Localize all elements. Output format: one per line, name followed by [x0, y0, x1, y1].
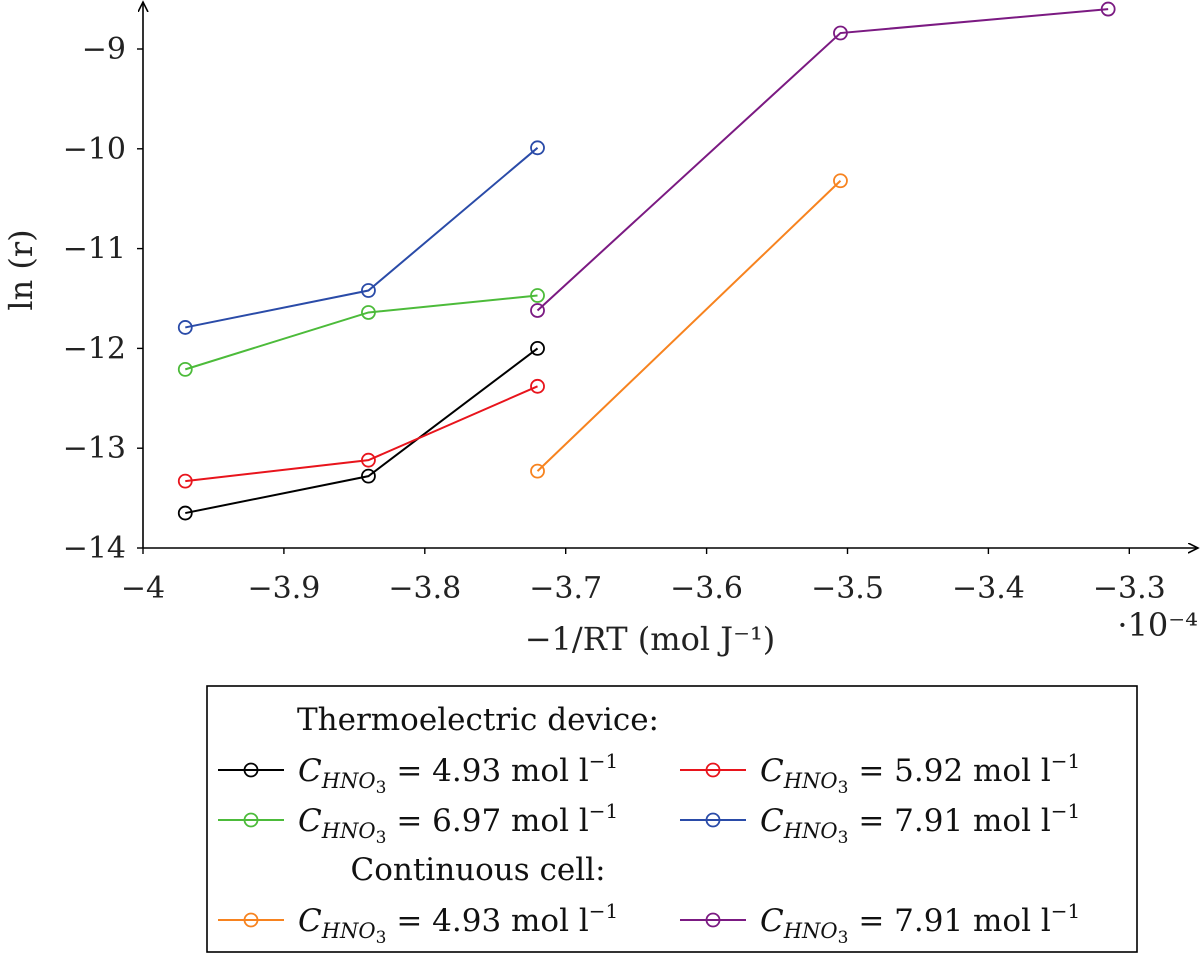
- legend-entry: CHNO3 = 6.97 mol l−1: [218, 799, 618, 848]
- legend-entry: CHNO3 = 5.92 mol l−1: [680, 749, 1080, 798]
- data-point: [530, 378, 545, 394]
- legend-marker-swatch: [243, 912, 259, 928]
- legend-group-heading: Thermoelectric device:: [297, 702, 659, 738]
- legend-marker-swatch: [243, 762, 259, 778]
- y-axis-label: ln (r): [2, 229, 40, 310]
- data-point: [177, 473, 193, 489]
- data-point: [177, 320, 193, 335]
- data-point: [530, 288, 545, 303]
- data-point: [361, 452, 376, 468]
- y-tick-label: −12: [63, 331, 126, 366]
- x-tick-label: −3.5: [811, 571, 884, 606]
- series-line: [185, 347, 539, 515]
- x-tick-label: −3.7: [529, 571, 602, 606]
- x-tick-label: −3.9: [247, 571, 320, 606]
- legend-label: CHNO3 = 7.91 mol l−1: [760, 799, 1080, 848]
- x-axis-multiplier: ·10⁻⁴: [1117, 606, 1198, 644]
- x-tick-label: −3.3: [1093, 571, 1166, 606]
- legend-label: CHNO3 = 4.93 mol l−1: [298, 899, 618, 948]
- data-point: [1100, 1, 1116, 17]
- data-point: [361, 468, 376, 484]
- data-point: [361, 305, 376, 320]
- data-point: [530, 340, 545, 356]
- data-point: [530, 463, 545, 479]
- legend: Thermoelectric device: CHNO3 = 4.93 mol l…: [206, 685, 1138, 953]
- y-tick-label: −14: [63, 531, 126, 566]
- series-0: [177, 340, 545, 521]
- legend-entry: CHNO3 = 7.91 mol l−1: [680, 899, 1080, 948]
- series-line: [185, 147, 539, 329]
- y-tick-label: −10: [63, 132, 126, 167]
- series-line: [536, 180, 842, 472]
- legend-entry: CHNO3 = 4.93 mol l−1: [218, 749, 618, 798]
- plot-area: −4 −3.9 −3.8 −3.7 −3.6 −3.5 −3.4 −3.3 −14 −13 −12…: [63, 2, 1198, 606]
- data-point: [833, 173, 848, 189]
- data-point: [177, 505, 193, 521]
- legend-marker-swatch: [243, 812, 259, 828]
- data-point: [361, 283, 376, 298]
- legend-marker-swatch: [705, 762, 721, 778]
- legend-label: CHNO3 = 6.97 mol l−1: [298, 799, 618, 848]
- legend-entry: CHNO3 = 7.91 mol l−1: [680, 799, 1080, 848]
- y-tick-label: −9: [82, 32, 126, 67]
- x-tick-label: −3.6: [670, 571, 743, 606]
- y-tick-label: −11: [63, 232, 126, 267]
- series-line: [185, 385, 538, 483]
- x-axis-label: −1/RT (mol J⁻¹): [525, 620, 776, 658]
- legend-marker-swatch: [705, 912, 721, 928]
- data-point: [530, 303, 545, 318]
- series-3: [177, 140, 545, 335]
- legend-label: CHNO3 = 4.93 mol l−1: [298, 749, 618, 798]
- x-axis-ticks: −4 −3.9 −3.8 −3.7 −3.6 −3.5 −3.4 −3.3: [121, 548, 1166, 606]
- legend-marker-swatch: [705, 812, 721, 828]
- legend-box: [206, 685, 1138, 953]
- y-tick-label: −13: [63, 431, 126, 466]
- series-4: [530, 173, 848, 479]
- x-tick-label: −3.4: [952, 571, 1025, 606]
- series-1: [177, 378, 545, 489]
- series-line: [184, 294, 538, 371]
- data-point: [833, 25, 848, 41]
- series-line: [536, 8, 1109, 312]
- x-tick-label: −4: [121, 571, 165, 606]
- data-point: [530, 140, 545, 156]
- series-2: [177, 288, 545, 377]
- data-point: [177, 361, 193, 377]
- y-axis-ticks: −14 −13 −12 −11 −10 −9: [63, 32, 143, 566]
- series-5: [530, 1, 1116, 318]
- legend-label: CHNO3 = 7.91 mol l−1: [760, 899, 1080, 948]
- legend-group-heading: Continuous cell:: [350, 852, 605, 888]
- legend-label: CHNO3 = 5.92 mol l−1: [760, 749, 1080, 798]
- series-layer: [177, 1, 1116, 521]
- legend-entry: CHNO3 = 4.93 mol l−1: [218, 899, 618, 948]
- x-tick-label: −3.8: [388, 571, 461, 606]
